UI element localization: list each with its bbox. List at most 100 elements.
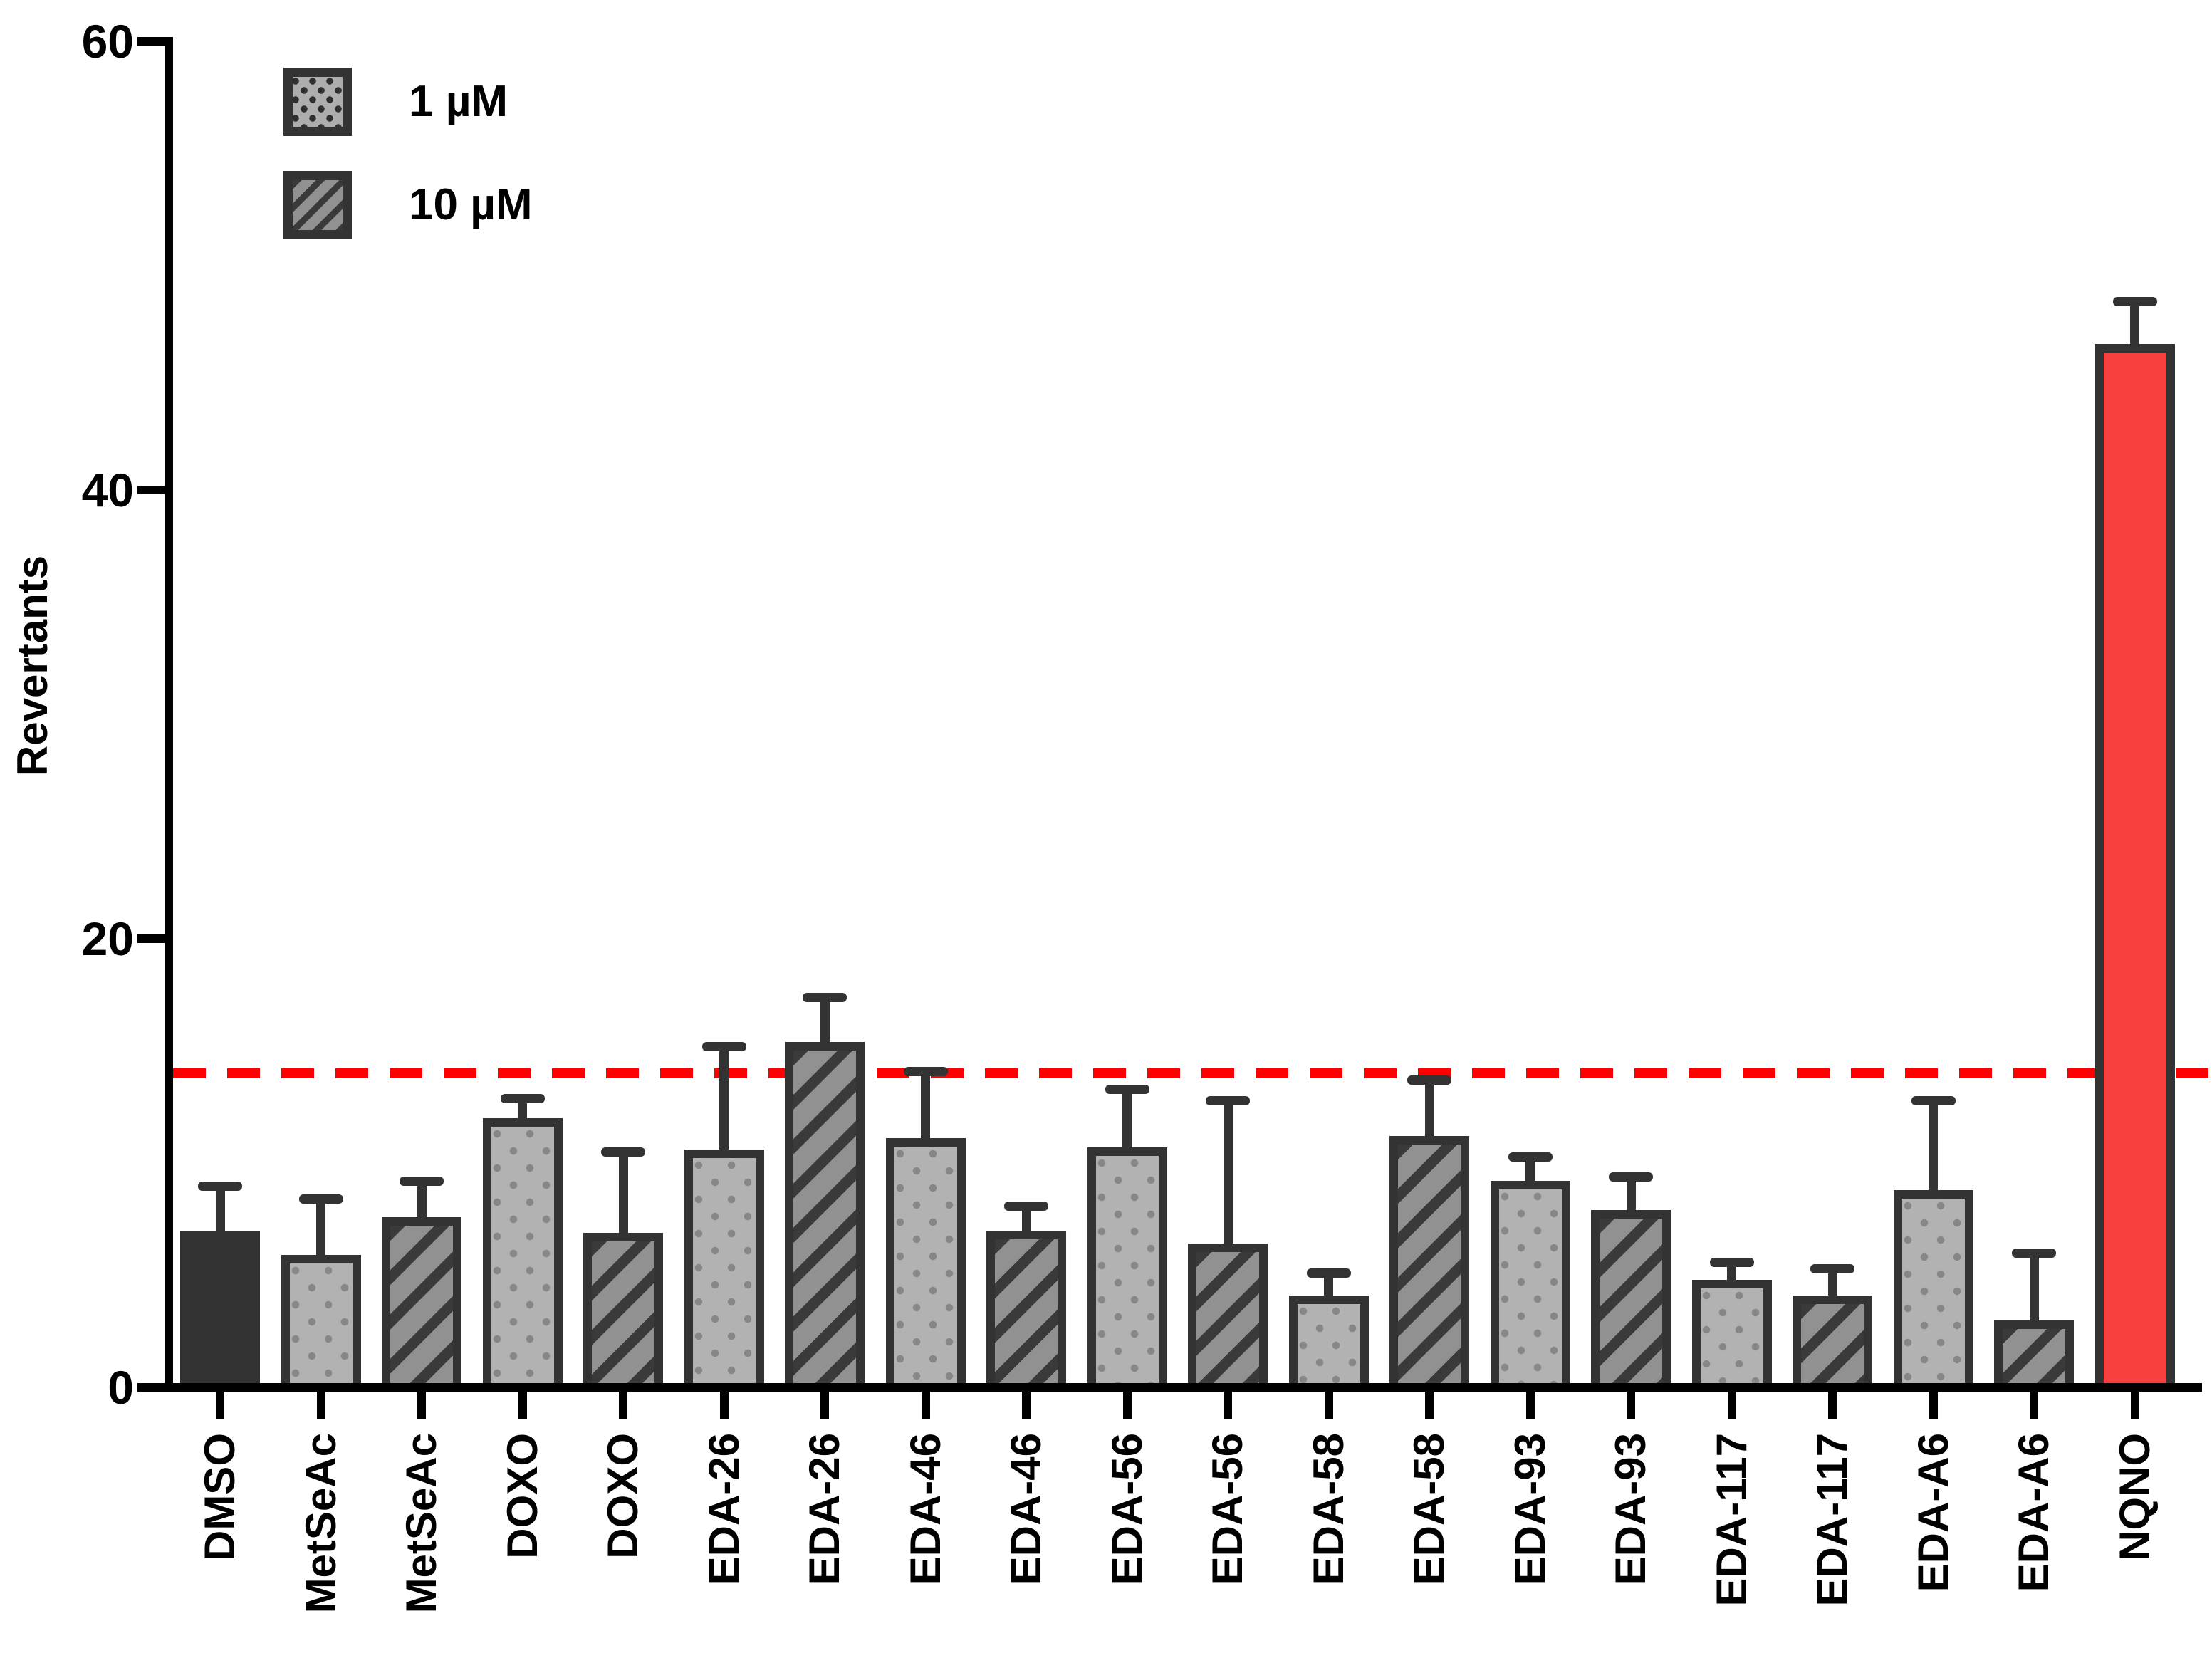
bar-EDA-26-1 µM: [684, 1150, 764, 1387]
error-bar-stem-EDA-A6: [2029, 1253, 2039, 1323]
error-bar-cap-EDA-58: [1306, 1268, 1351, 1278]
error-bar-stem-EDA-117: [1827, 1268, 1837, 1298]
x-label-text-EDA-56: EDA-56: [1204, 1433, 1251, 1585]
x-tick-EDA-56: [1224, 1392, 1232, 1419]
x-label-text-NQNO: NQNO: [2110, 1433, 2159, 1561]
error-bar-cap-EDA-93: [1508, 1152, 1553, 1162]
error-bar-cap-MetSeAc: [400, 1177, 444, 1187]
bar-MetSeAc-1 µM: [281, 1255, 361, 1387]
legend-swatch-10um-stripes-icon: [283, 171, 352, 239]
error-bar-stem-EDA-58: [1324, 1273, 1333, 1298]
x-tick-DMSO: [216, 1392, 224, 1419]
y-tick-20: [137, 934, 165, 943]
x-tick-DOXO: [619, 1392, 627, 1419]
error-bar-cap-EDA-46: [903, 1066, 948, 1076]
bar-EDA-93-10 µM: [1591, 1210, 1671, 1387]
x-tick-EDA-117: [1727, 1392, 1736, 1419]
x-label-text-EDA-93: EDA-93: [1506, 1433, 1554, 1585]
x-label-text-EDA-58: EDA-58: [1304, 1433, 1352, 1585]
bar-EDA-A6-1 µM: [1893, 1189, 1973, 1387]
error-bar-stem-EDA-26: [820, 996, 830, 1045]
y-tick-0: [137, 1383, 165, 1392]
error-bar-cap-EDA-46: [1004, 1201, 1048, 1211]
error-bar-stem-EDA-93: [1525, 1156, 1535, 1184]
x-label-text-MetSeAc: MetSeAc: [296, 1433, 345, 1614]
x-tick-EDA-93: [1525, 1392, 1535, 1419]
bar-EDA-117-10 µM: [1793, 1295, 1872, 1387]
error-bar-cap-EDA-93: [1609, 1172, 1653, 1182]
bar-EDA-A6-10 µM: [1994, 1320, 2074, 1387]
y-axis-title-text: Revertants: [9, 555, 56, 777]
error-bar-stem-DMSO: [215, 1185, 225, 1234]
x-tick-EDA-A6: [1929, 1392, 1938, 1419]
x-label-text-EDA-117: EDA-117: [1707, 1433, 1755, 1607]
x-tick-EDA-58: [1425, 1392, 1434, 1419]
error-bar-stem-EDA-93: [1626, 1176, 1636, 1214]
x-label-text-EDA-A6: EDA-A6: [2010, 1433, 2057, 1593]
error-bar-cap-EDA-26: [803, 992, 847, 1002]
x-tick-EDA-26: [820, 1392, 829, 1419]
error-bar-cap-EDA-56: [1206, 1095, 1250, 1105]
bar-EDA-56-1 µM: [1087, 1147, 1167, 1387]
x-label-text-EDA-26: EDA-26: [800, 1433, 848, 1585]
legend-label-1um: 1 µM: [409, 77, 508, 126]
bar-EDA-58-1 µM: [1288, 1295, 1369, 1387]
error-bar-cap-EDA-117: [1810, 1264, 1854, 1274]
error-bar-cap-MetSeAc: [298, 1194, 343, 1204]
x-label-text-EDA-46: EDA-46: [1002, 1433, 1050, 1585]
x-label-text-EDA-93: EDA-93: [1607, 1433, 1654, 1585]
y-tick-40: [137, 486, 165, 494]
x-label-text-EDA-26: EDA-26: [699, 1433, 748, 1585]
error-bar-stem-MetSeAc: [316, 1199, 325, 1258]
error-bar-cap-EDA-A6: [2012, 1249, 2056, 1258]
y-tick-label-0: 0: [108, 1361, 134, 1414]
error-bar-cap-DOXO: [601, 1147, 645, 1157]
x-label-text-DOXO: DOXO: [599, 1433, 647, 1559]
bar-EDA-46-10 µM: [986, 1230, 1066, 1387]
y-tick-label-20: 20: [81, 912, 134, 965]
error-bar-stem-EDA-56: [1223, 1100, 1233, 1247]
error-bar-stem-EDA-A6: [1929, 1100, 1938, 1193]
bar-DOXO-1 µM: [482, 1118, 563, 1387]
x-tick-EDA-46: [1022, 1392, 1031, 1419]
error-bar-stem-EDA-46: [921, 1070, 930, 1142]
error-bar-stem-EDA-46: [1021, 1205, 1031, 1234]
error-bar-stem-EDA-56: [1122, 1089, 1132, 1150]
x-tick-EDA-26: [719, 1392, 729, 1419]
bar-DMSO-control: [180, 1230, 260, 1387]
x-tick-MetSeAc: [417, 1392, 426, 1419]
x-tick-NQNO: [2130, 1392, 2139, 1419]
bar-NQNO-positive-control: [2094, 344, 2175, 1387]
error-bar-cap-EDA-56: [1105, 1085, 1149, 1095]
x-label-text-EDA-46: EDA-46: [901, 1433, 949, 1585]
bar-MetSeAc-10 µM: [382, 1216, 461, 1387]
error-bar-cap-DOXO: [500, 1093, 545, 1103]
x-label-text-EDA-56: EDA-56: [1102, 1433, 1151, 1585]
x-label-text-MetSeAc: MetSeAc: [397, 1433, 445, 1614]
y-axis-line: [165, 37, 173, 1392]
y-tick-label-40: 40: [81, 464, 134, 516]
bar-EDA-56-10 µM: [1188, 1244, 1268, 1387]
x-label-text-EDA-58: EDA-58: [1405, 1433, 1453, 1585]
legend-item-1um: 1 µM: [283, 68, 508, 136]
bar-EDA-26-10 µM: [785, 1041, 865, 1387]
x-tick-DOXO: [518, 1392, 527, 1419]
x-label-text-EDA-117: EDA-117: [1808, 1433, 1856, 1607]
error-bar-stem-DOXO: [518, 1098, 527, 1121]
error-bar-stem-MetSeAc: [417, 1181, 427, 1220]
x-tick-EDA-56: [1122, 1392, 1132, 1419]
legend-item-10um: 10 µM: [283, 171, 533, 239]
y-tick-label-60: 60: [81, 15, 134, 68]
error-bar-cap-EDA-A6: [1911, 1095, 1956, 1105]
error-bar-cap-NQNO: [2112, 297, 2157, 307]
x-label-text-DOXO: DOXO: [498, 1433, 546, 1559]
legend-label-10um: 10 µM: [409, 180, 533, 229]
bar-EDA-46-1 µM: [885, 1138, 966, 1387]
error-bar-cap-EDA-58: [1407, 1075, 1451, 1085]
x-tick-EDA-93: [1627, 1392, 1635, 1419]
x-label-text-DMSO: DMSO: [196, 1433, 244, 1561]
x-tick-EDA-117: [1828, 1392, 1837, 1419]
bar-EDA-93-1 µM: [1490, 1181, 1570, 1387]
y-tick-60: [137, 37, 165, 46]
